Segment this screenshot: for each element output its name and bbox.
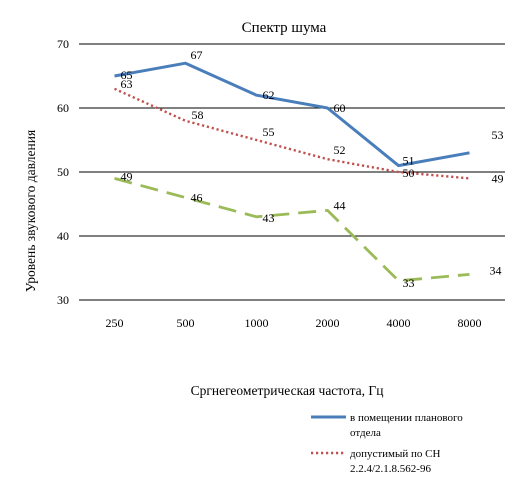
series-line-3 (114, 177, 470, 283)
data-label-s2: 63 (121, 77, 133, 91)
data-label-s3: 43 (263, 211, 275, 225)
data-labels: 65 67 62 60 51 53 63 58 55 52 50 49 49 46 43 44 33 34 (121, 48, 504, 290)
y-tick-label: 60 (57, 101, 69, 115)
data-label-s3: 49 (121, 169, 133, 183)
data-label-s3: 33 (403, 276, 415, 290)
x-axis-title: Сргнегеометрическая частота, Гц (191, 383, 384, 398)
data-label-s2: 55 (263, 125, 275, 139)
data-label-s3: 34 (490, 263, 502, 277)
x-tick-label: 500 (177, 316, 195, 330)
x-tick-label: 8000 (458, 316, 482, 330)
y-tick-label: 50 (57, 165, 69, 179)
x-tick-label: 2000 (316, 316, 340, 330)
legend-label-line: 2.2.4/2.1.8.562-96 (350, 463, 431, 475)
x-tick-label: 250 (106, 316, 124, 330)
y-tick-label: 40 (57, 229, 69, 243)
legend-label-line: отдела (350, 427, 381, 439)
data-label-s3: 44 (334, 198, 346, 212)
legend-label-line: допустимый по СН (350, 448, 441, 460)
data-label-s1: 65 (121, 68, 133, 82)
x-tick-label: 1000 (245, 316, 269, 330)
data-label-s2: 49 (492, 171, 504, 185)
data-label-s3: 46 (191, 191, 203, 205)
data-label-s1: 53 (492, 128, 504, 142)
data-label-s1: 62 (263, 88, 275, 102)
x-axis-ticks: 250 500 1000 2000 4000 8000 (106, 316, 482, 330)
legend-label-1: в помещении планового отдела (350, 412, 463, 439)
data-label-s1: 67 (191, 48, 203, 62)
data-label-s1: 60 (334, 101, 346, 115)
chart-title: Спектр шума (242, 20, 327, 36)
data-label-s2: 52 (334, 143, 346, 157)
gridlines (79, 43, 505, 301)
data-label-s2: 58 (192, 108, 204, 122)
data-label-s1: 51 (403, 154, 415, 168)
legend-label-line: в помещении планового (350, 412, 463, 424)
legend-label-2: допустимый по СН 2.2.4/2.1.8.562-96 (350, 448, 441, 475)
series-lines (114, 61, 470, 283)
legend: в помещении планового отдела допустимый по… (311, 412, 463, 475)
y-axis-ticks: 30 40 50 60 70 (57, 37, 69, 307)
y-axis-title: Уровень звукового давления (23, 130, 38, 292)
data-label-s2: 50 (403, 166, 415, 180)
series-line-1 (114, 61, 470, 168)
y-tick-label: 30 (57, 293, 69, 307)
y-tick-label: 70 (57, 37, 69, 51)
x-tick-label: 4000 (387, 316, 411, 330)
